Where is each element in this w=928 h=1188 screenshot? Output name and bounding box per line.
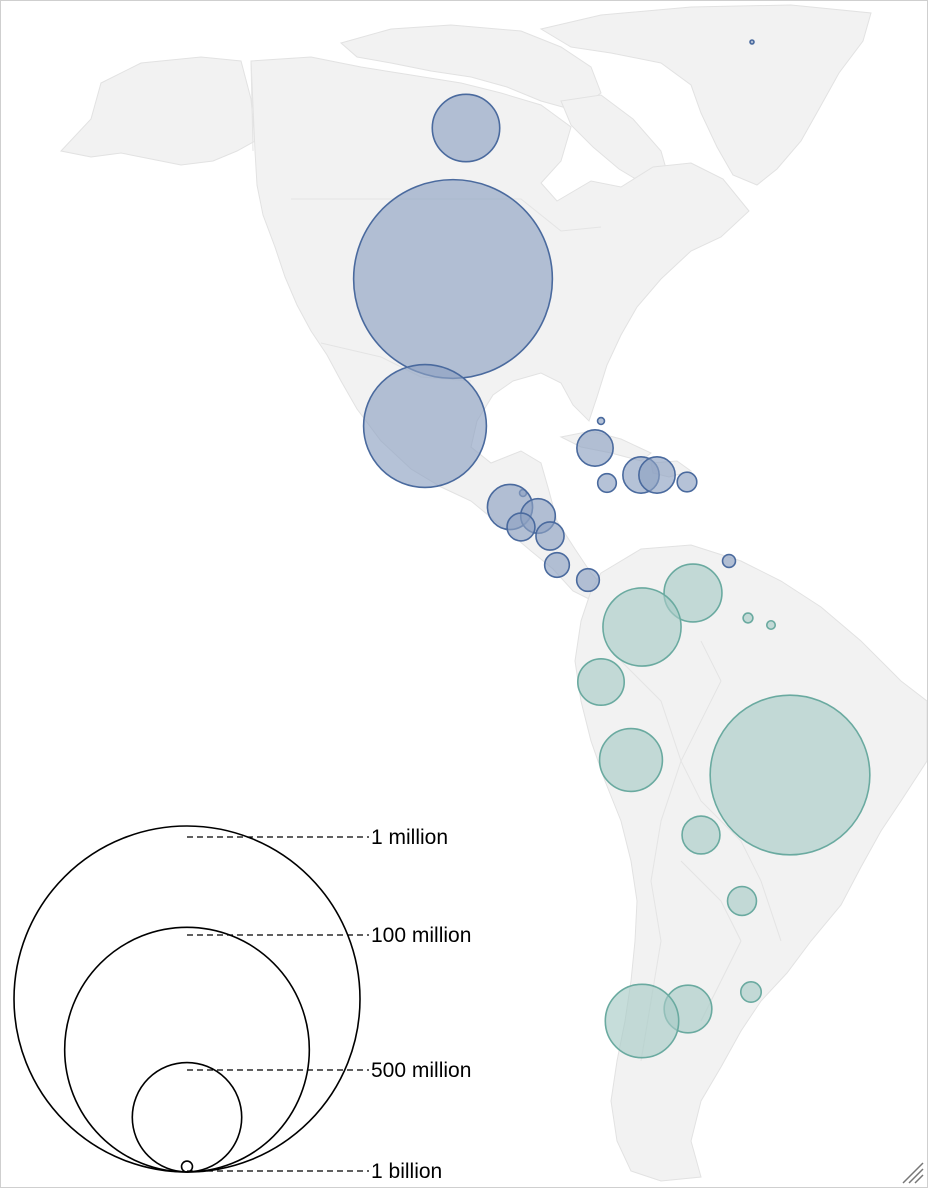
legend-circle-2 [63,926,311,1173]
population-bubble-north-central-america[interactable] [596,416,606,426]
population-bubble-north-central-america[interactable] [352,178,554,380]
resize-grip-icon[interactable] [899,1159,925,1185]
land-layer [60,4,927,1182]
legend-label: 1 billion [371,1160,442,1183]
population-bubble-south-america[interactable] [742,612,754,624]
population-bubble-south-america[interactable] [726,885,758,917]
population-bubble-north-central-america[interactable] [638,456,676,494]
alaska-border [250,60,254,152]
population-bubble-south-america[interactable] [602,587,682,667]
population-bubble-north-central-america[interactable] [575,567,601,593]
legend-circle-1 [131,1061,243,1173]
population-bubble-north-central-america[interactable] [535,521,565,551]
population-bubble-north-central-america[interactable] [749,39,755,45]
population-bubble-south-america[interactable] [598,727,664,793]
population-bubble-north-central-america[interactable] [721,553,737,569]
population-bubble-north-central-america[interactable] [506,512,536,542]
population-bubble-south-america[interactable] [739,980,763,1004]
population-bubble-north-central-america[interactable] [676,471,698,493]
population-bubble-south-america[interactable] [709,694,871,856]
alaska-land [60,56,256,166]
population-bubble-north-central-america[interactable] [596,472,618,494]
legend-label: 1 million [371,826,448,849]
population-bubble-south-america[interactable] [681,815,721,855]
population-bubbles [352,39,871,1059]
argentina-border [680,860,742,1022]
population-bubble-south-america[interactable] [604,983,680,1059]
legend-label: 100 million [371,924,471,947]
greenland-land [539,4,872,186]
population-bubble-north-central-america[interactable] [543,551,571,579]
size-legend: 1 million 100 million 500 million 1 billion [13,825,471,1183]
population-bubble-south-america[interactable] [663,563,723,623]
legend-label: 500 million [371,1059,471,1082]
population-bubble-south-america[interactable] [765,619,777,631]
population-bubble-north-central-america[interactable] [431,93,501,163]
population-bubble-south-america[interactable] [576,657,626,707]
brazil-border [680,640,782,942]
population-bubble-north-central-america[interactable] [576,429,614,467]
population-bubble-north-central-america[interactable] [362,363,488,489]
legend-circle-3 [13,825,361,1173]
